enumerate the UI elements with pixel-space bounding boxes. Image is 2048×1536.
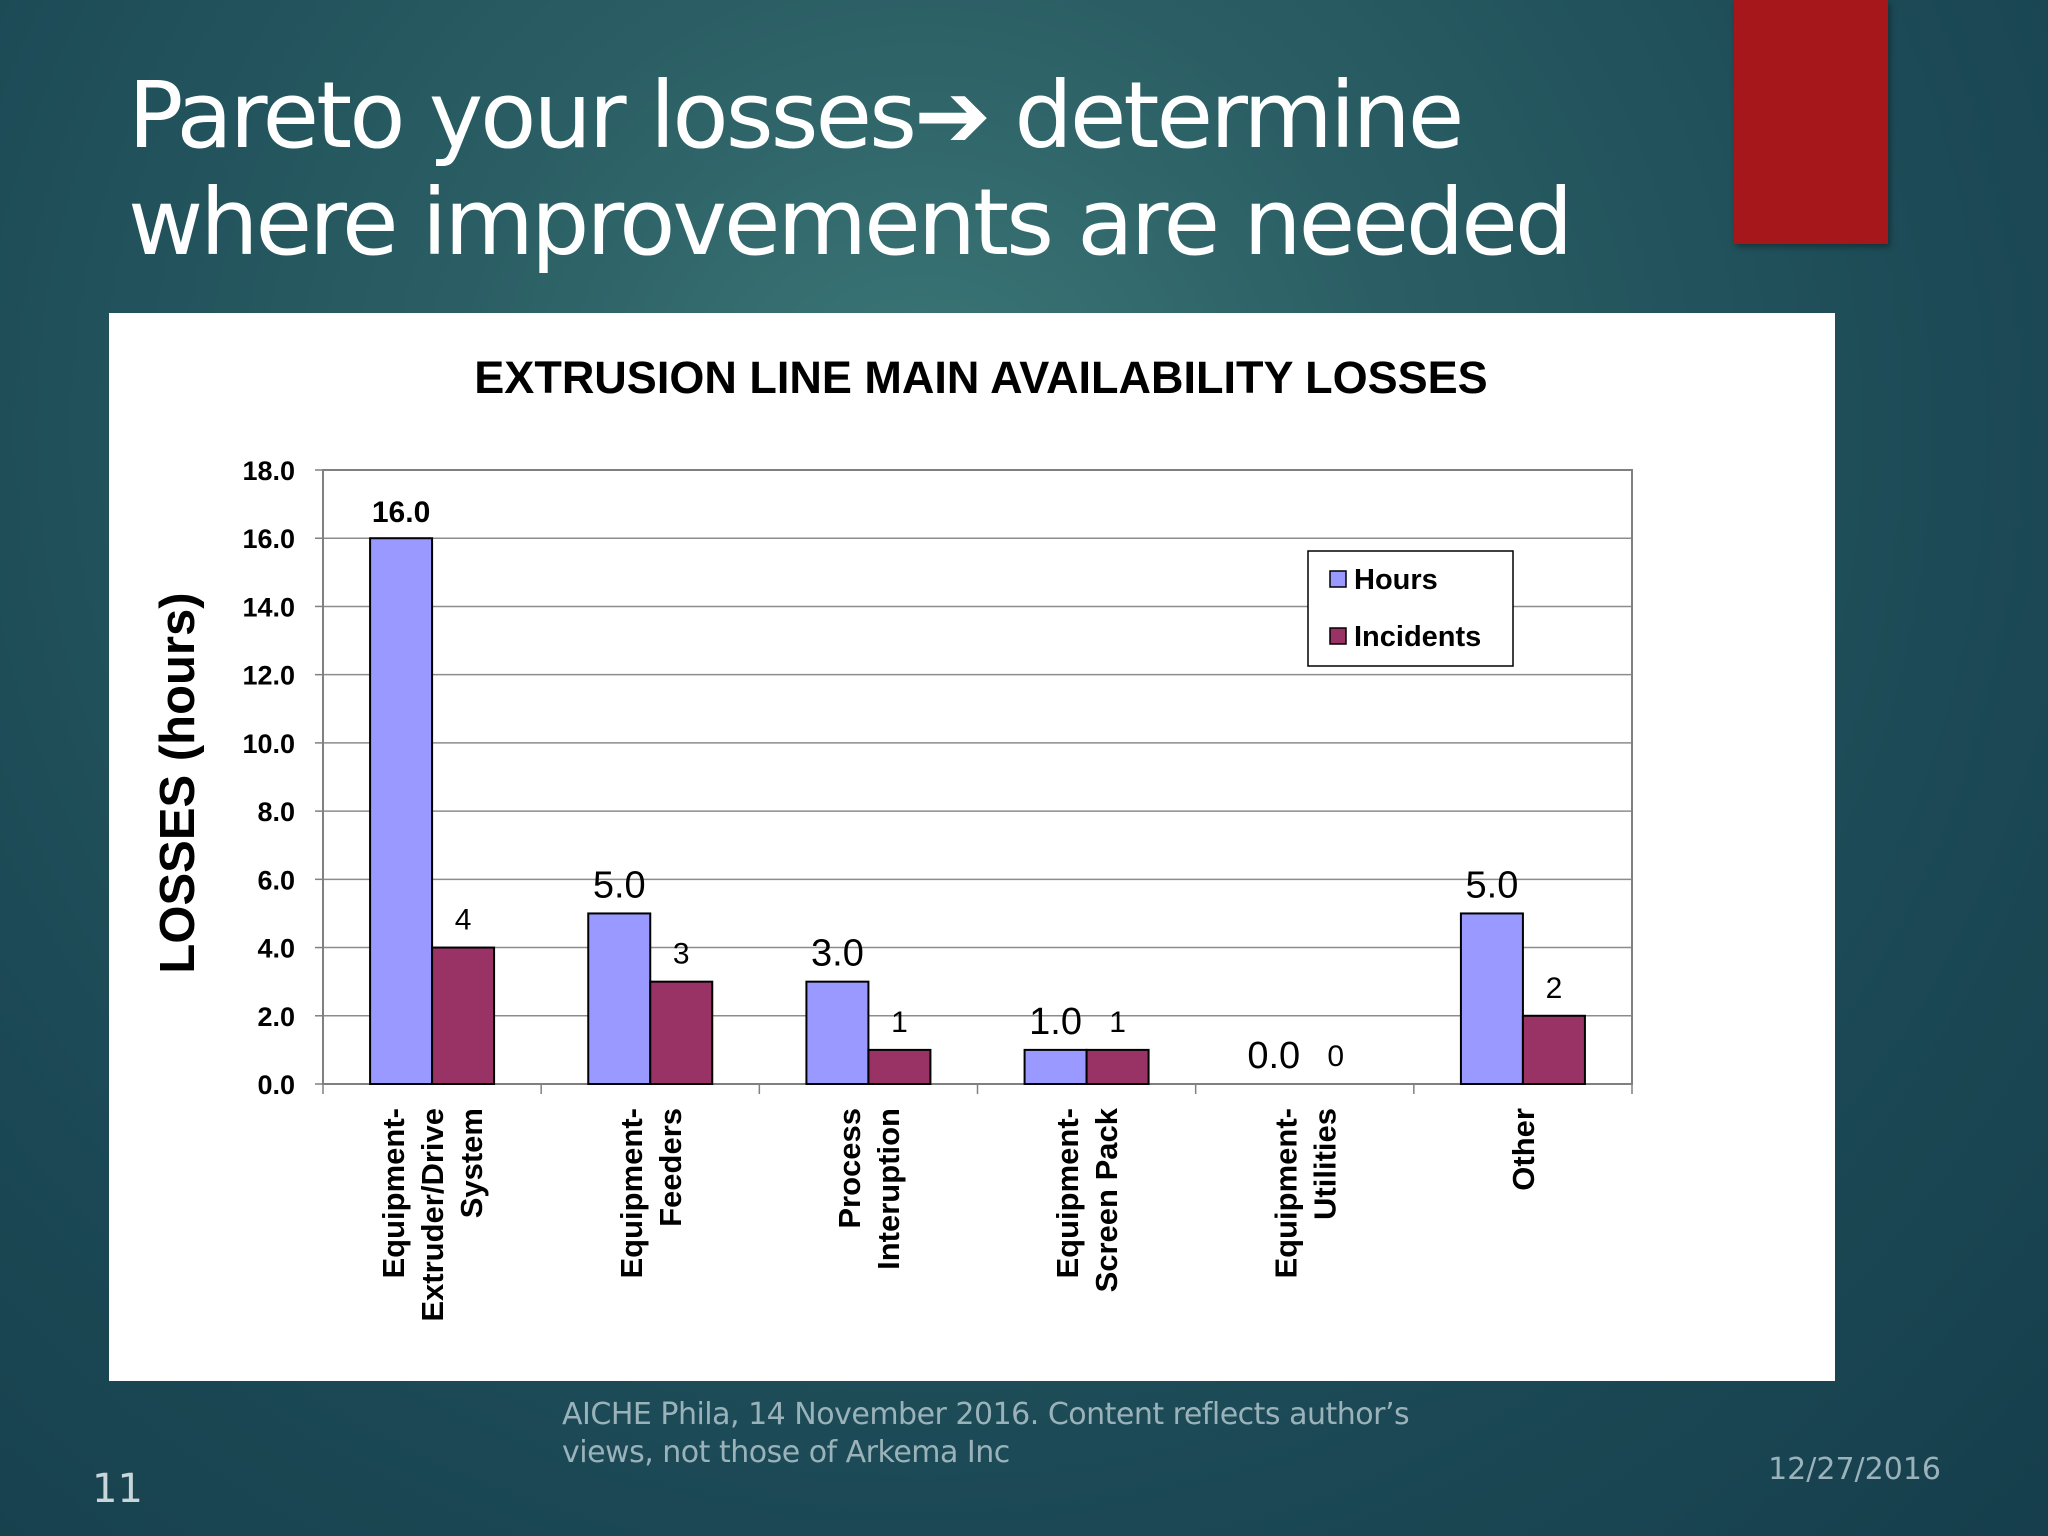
- incidents-data-label: 4: [455, 904, 472, 937]
- y-tick-label: 16.0: [242, 524, 295, 554]
- hours-bar: [1459, 912, 1524, 1086]
- hours-data-label: 1.0: [1029, 1001, 1082, 1043]
- incidents-data-label: 1: [891, 1006, 908, 1039]
- slide-number: 11: [92, 1466, 143, 1512]
- hours-data-label: 16.0: [372, 496, 430, 529]
- category-label: Extruder/Drive: [415, 1108, 450, 1322]
- y-tick-label: 12.0: [242, 661, 295, 691]
- category-label: Equipment-: [1050, 1108, 1085, 1279]
- incidents-legend-label: Incidents: [1354, 621, 1481, 653]
- category-label: Other: [1506, 1108, 1541, 1191]
- hours-bar: [369, 537, 434, 1085]
- category-label: Equipment-: [1268, 1108, 1303, 1279]
- incidents-data-label: 3: [673, 938, 690, 971]
- incidents-data-label: 1: [1109, 1006, 1126, 1039]
- hours-data-label: 0.0: [1247, 1035, 1300, 1077]
- y-tick-label: 18.0: [242, 456, 295, 486]
- incidents-bar: [1521, 1014, 1586, 1085]
- category-label: Screen Pack: [1089, 1107, 1124, 1292]
- category-label: Feeders: [653, 1108, 688, 1227]
- y-tick-label: 4.0: [257, 934, 295, 964]
- slide-title: Pareto your losses➔ determine where impr…: [128, 62, 1573, 276]
- hours-data-label: 5.0: [1466, 864, 1519, 906]
- category-label: System: [454, 1108, 489, 1218]
- legend-box: [1307, 550, 1514, 667]
- incidents-legend-swatch: [1329, 627, 1347, 645]
- hours-data-label: 3.0: [811, 933, 864, 975]
- hours-legend-label: Hours: [1354, 564, 1438, 596]
- y-tick-label: 10.0: [242, 729, 295, 759]
- bar-chart: EXTRUSION LINE MAIN AVAILABILITY LOSSES 0…: [151, 352, 1633, 1322]
- category-label: Equipment-: [614, 1108, 649, 1279]
- incidents-data-label: 2: [1546, 972, 1563, 1005]
- chart-title: EXTRUSION LINE MAIN AVAILABILITY LOSSES: [474, 352, 1487, 403]
- footer-line-1: AICHE Phila, 14 November 2016. Content r…: [562, 1397, 1410, 1432]
- incidents-bar: [867, 1048, 932, 1086]
- category-label: Interuption: [871, 1108, 906, 1270]
- chart-panel: EXTRUSION LINE MAIN AVAILABILITY LOSSES 0…: [109, 313, 1835, 1381]
- hours-bar: [1023, 1048, 1088, 1086]
- category-label: Utilities: [1307, 1108, 1342, 1220]
- incidents-bar: [1085, 1048, 1150, 1086]
- y-tick-label: 8.0: [257, 797, 295, 827]
- footer-line-2: views, not those of Arkema Inc: [562, 1435, 1010, 1470]
- category-label: Process: [832, 1108, 867, 1229]
- title-line-2: where improvements are needed: [128, 169, 1573, 276]
- slide-date: 12/27/2016: [1768, 1452, 1941, 1487]
- incidents-data-label: 0: [1327, 1040, 1344, 1073]
- accent-rectangle: [1734, 0, 1888, 244]
- y-axis-label: LOSSES (hours): [151, 592, 205, 973]
- incidents-bar: [431, 946, 496, 1085]
- incidents-bar: [649, 980, 714, 1086]
- y-tick-label: 14.0: [242, 592, 295, 622]
- title-line-1: Pareto your losses➔ determine: [128, 62, 1464, 169]
- hours-data-label: 5.0: [593, 864, 646, 906]
- hours-bar: [805, 980, 870, 1086]
- y-tick-label: 0.0: [257, 1070, 295, 1100]
- category-label: Equipment-: [376, 1108, 411, 1279]
- hours-legend-swatch: [1329, 570, 1347, 588]
- y-tick-label: 6.0: [257, 865, 295, 895]
- hours-bar: [587, 912, 652, 1086]
- y-tick-label: 2.0: [257, 1002, 295, 1032]
- footer-text: AICHE Phila, 14 November 2016. Content r…: [562, 1396, 1442, 1472]
